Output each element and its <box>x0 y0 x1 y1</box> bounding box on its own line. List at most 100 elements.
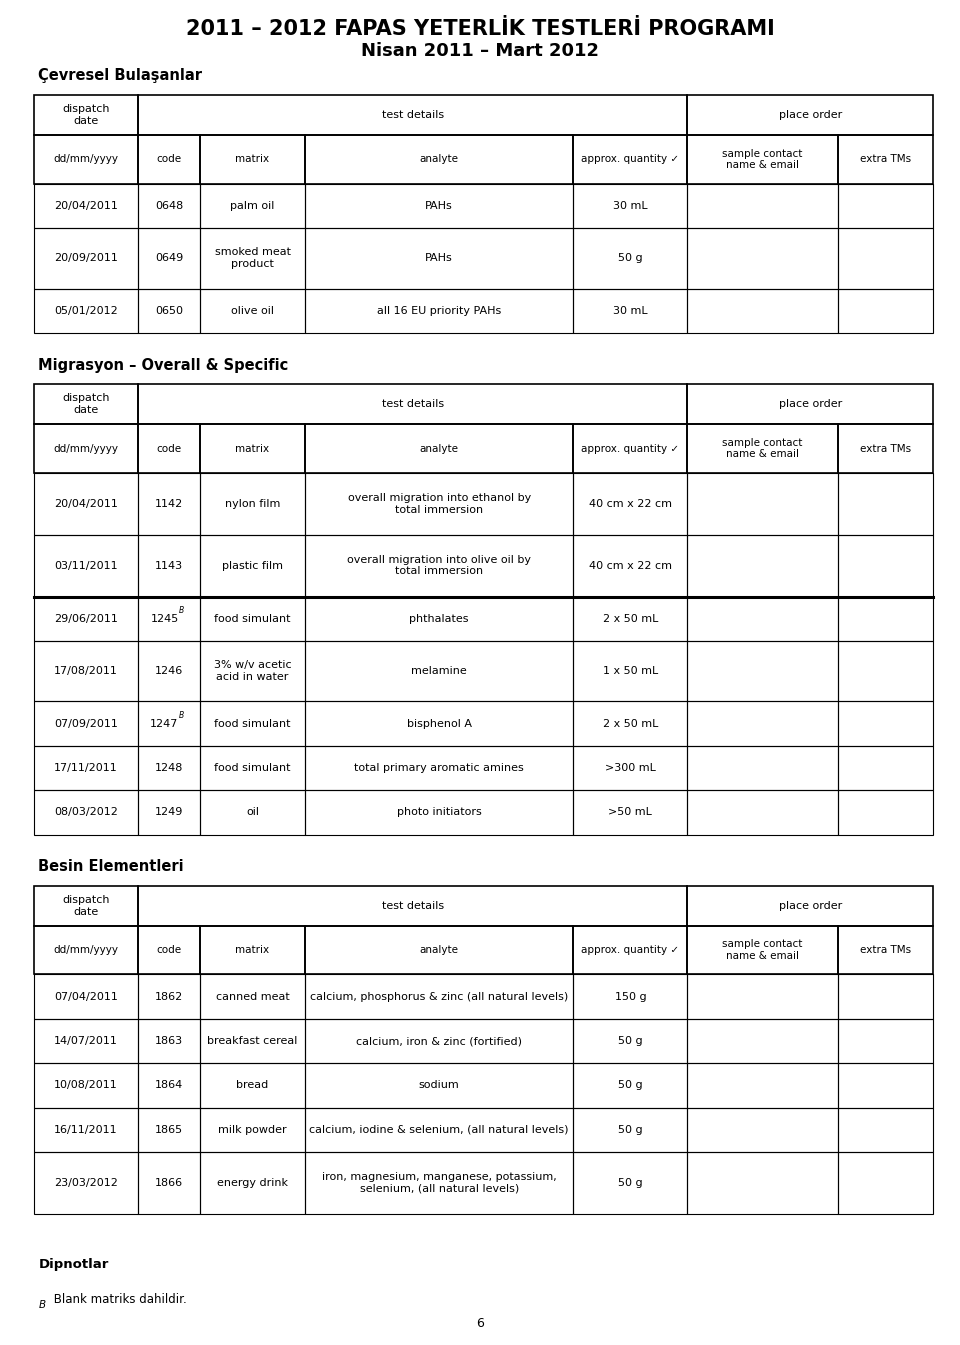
Bar <box>687 597 837 642</box>
Text: milk powder: milk powder <box>218 1124 287 1135</box>
Bar <box>687 136 837 184</box>
Bar <box>573 927 687 975</box>
Bar <box>138 425 201 473</box>
Bar <box>687 886 933 927</box>
Text: 1249: 1249 <box>156 807 183 818</box>
Bar <box>34 184 138 229</box>
Bar <box>687 289 837 334</box>
Bar <box>138 1064 201 1108</box>
Bar <box>687 1153 837 1215</box>
Bar <box>138 642 201 702</box>
Bar <box>687 975 837 1020</box>
Text: code: code <box>156 155 181 164</box>
Text: 30 mL: 30 mL <box>613 200 648 211</box>
Bar <box>201 535 305 597</box>
Bar <box>305 746 573 791</box>
Bar <box>201 473 305 535</box>
Bar <box>305 1064 573 1108</box>
Bar <box>687 1108 837 1153</box>
Bar <box>687 702 837 746</box>
Bar <box>138 136 201 184</box>
Bar <box>138 886 687 927</box>
Bar <box>687 746 837 791</box>
Text: sample contact
name & email: sample contact name & email <box>722 437 803 460</box>
Bar <box>138 184 201 229</box>
Text: food simulant: food simulant <box>214 763 291 773</box>
Bar <box>837 1108 933 1153</box>
Bar <box>34 1064 138 1108</box>
Text: 1 x 50 mL: 1 x 50 mL <box>603 666 658 677</box>
Bar <box>837 791 933 835</box>
Bar <box>34 702 138 746</box>
Text: 0648: 0648 <box>156 200 183 211</box>
Text: breakfast cereal: breakfast cereal <box>207 1036 298 1046</box>
Text: calcium, iodine & selenium, (all natural levels): calcium, iodine & selenium, (all natural… <box>309 1124 569 1135</box>
Bar <box>687 425 837 473</box>
Text: Besin Elementleri: Besin Elementleri <box>38 859 184 874</box>
Bar <box>138 473 201 535</box>
Bar <box>34 927 138 975</box>
Text: 1143: 1143 <box>156 561 183 570</box>
Bar <box>305 229 573 289</box>
Bar <box>687 791 837 835</box>
Bar <box>837 1153 933 1215</box>
Bar <box>201 927 305 975</box>
Text: 50 g: 50 g <box>618 1124 642 1135</box>
Text: dispatch
date: dispatch date <box>62 894 109 917</box>
Bar <box>201 975 305 1020</box>
Text: 1863: 1863 <box>156 1036 183 1046</box>
Text: 07/04/2011: 07/04/2011 <box>54 991 118 1002</box>
Text: matrix: matrix <box>235 155 270 164</box>
Bar <box>573 1108 687 1153</box>
Text: sample contact
name & email: sample contact name & email <box>722 148 803 171</box>
Bar <box>34 746 138 791</box>
Text: 1247: 1247 <box>151 718 179 729</box>
Bar <box>573 746 687 791</box>
Bar <box>138 385 687 425</box>
Text: 40 cm x 22 cm: 40 cm x 22 cm <box>588 499 672 508</box>
Bar <box>573 975 687 1020</box>
Bar <box>837 184 933 229</box>
Bar <box>138 975 201 1020</box>
Bar <box>201 702 305 746</box>
Bar <box>305 184 573 229</box>
Text: place order: place order <box>779 110 842 120</box>
Text: Nisan 2011 – Mart 2012: Nisan 2011 – Mart 2012 <box>361 42 599 61</box>
Text: total primary aromatic amines: total primary aromatic amines <box>354 763 524 773</box>
Bar <box>573 791 687 835</box>
Text: 50 g: 50 g <box>618 1036 642 1046</box>
Bar <box>34 1020 138 1064</box>
Bar <box>305 975 573 1020</box>
Bar <box>305 535 573 597</box>
Bar <box>34 473 138 535</box>
Text: 1245: 1245 <box>151 613 179 624</box>
Text: 40 cm x 22 cm: 40 cm x 22 cm <box>588 561 672 570</box>
Text: analyte: analyte <box>420 946 459 955</box>
Bar <box>837 425 933 473</box>
Text: palm oil: palm oil <box>230 200 275 211</box>
Text: analyte: analyte <box>420 155 459 164</box>
Text: approx. quantity ✓: approx. quantity ✓ <box>582 444 680 453</box>
Text: extra TMs: extra TMs <box>860 946 911 955</box>
Bar <box>34 1108 138 1153</box>
Text: PAHs: PAHs <box>425 200 453 211</box>
Text: 50 g: 50 g <box>618 1178 642 1188</box>
Text: B: B <box>180 712 184 720</box>
Bar <box>305 791 573 835</box>
Text: approx. quantity ✓: approx. quantity ✓ <box>582 155 680 164</box>
Text: test details: test details <box>382 901 444 911</box>
Bar <box>573 702 687 746</box>
Bar <box>305 642 573 702</box>
Text: code: code <box>156 946 181 955</box>
Text: 29/06/2011: 29/06/2011 <box>54 613 118 624</box>
Text: analyte: analyte <box>420 444 459 453</box>
Bar <box>305 1153 573 1215</box>
Bar <box>573 136 687 184</box>
Bar <box>138 535 201 597</box>
Text: 1246: 1246 <box>156 666 183 677</box>
Bar <box>34 597 138 642</box>
Text: matrix: matrix <box>235 946 270 955</box>
Text: code: code <box>156 444 181 453</box>
Text: test details: test details <box>382 399 444 409</box>
Bar <box>573 642 687 702</box>
